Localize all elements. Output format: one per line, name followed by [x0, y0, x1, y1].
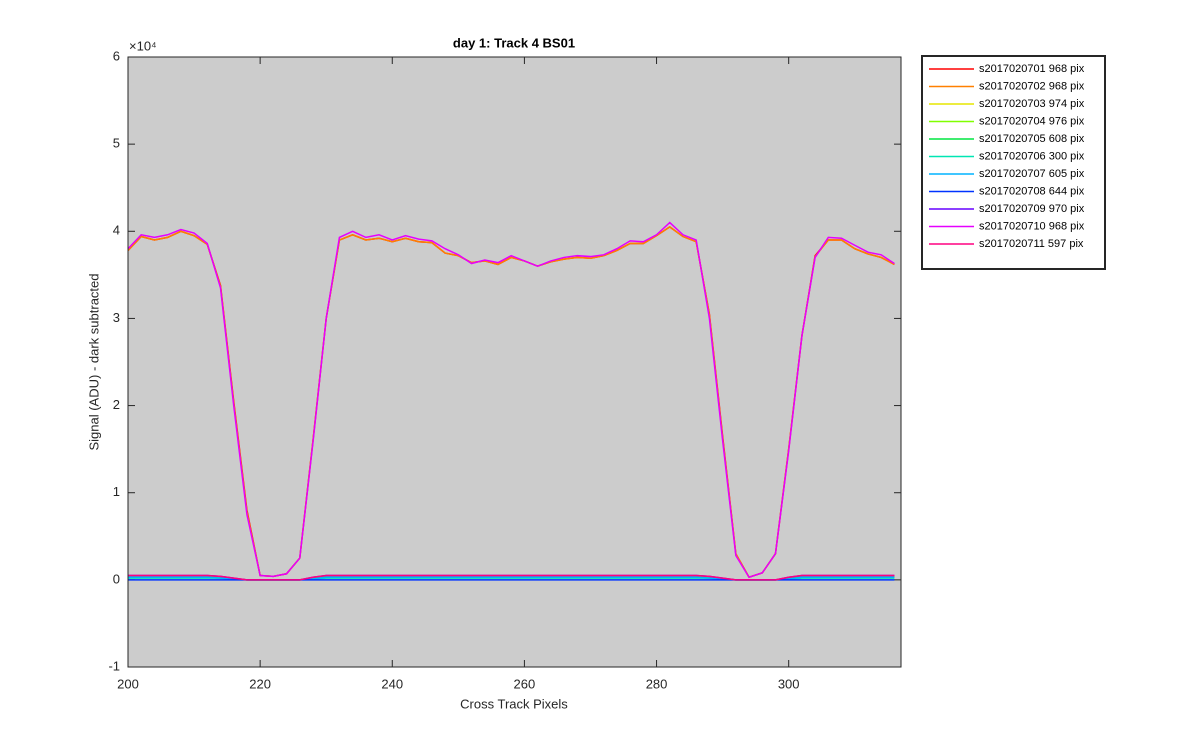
x-tick-label: 300 — [778, 676, 800, 691]
legend-label: s2017020710 968 pix — [979, 220, 1085, 232]
y-tick-label: 6 — [113, 48, 120, 63]
y-tick-label: 5 — [113, 136, 120, 151]
legend-label: s2017020701 968 pix — [979, 63, 1085, 75]
chart-title: day 1: Track 4 BS01 — [453, 35, 575, 50]
legend-label: s2017020711 597 pix — [979, 238, 1084, 250]
legend-label: s2017020706 300 pix — [979, 150, 1085, 162]
plot-area — [128, 57, 901, 667]
legend-label: s2017020703 974 pix — [979, 98, 1085, 110]
series-line — [128, 574, 895, 581]
y-tick-label: 2 — [113, 397, 120, 412]
legend-label: s2017020702 968 pix — [979, 80, 1085, 92]
y-tick-label: 0 — [113, 571, 120, 586]
y-multiplier: ×10⁴ — [129, 38, 157, 53]
series-line — [127, 221, 895, 579]
x-tick-label: 200 — [117, 676, 139, 691]
legend-box — [921, 55, 1106, 270]
legend-label: s2017020707 605 pix — [979, 168, 1085, 180]
legend-label: s2017020705 608 pix — [979, 133, 1085, 145]
y-tick-label: -1 — [108, 658, 120, 673]
legend-label: s2017020709 970 pix — [979, 203, 1085, 215]
x-axis-label: Cross Track Pixels — [460, 696, 568, 711]
y-tick-label: 4 — [113, 223, 120, 238]
y-tick-label: 3 — [113, 310, 120, 325]
y-axis-label: Signal (ADU) - dark subtracted — [86, 273, 101, 450]
x-tick-label: 280 — [646, 676, 668, 691]
legend-label: s2017020704 976 pix — [979, 115, 1085, 127]
legend-label: s2017020708 644 pix — [979, 185, 1085, 197]
y-tick-label: 1 — [113, 484, 120, 499]
axes-box — [127, 56, 902, 668]
x-tick-label: 260 — [514, 676, 536, 691]
x-tick-label: 220 — [249, 676, 271, 691]
x-tick-label: 240 — [381, 676, 403, 691]
